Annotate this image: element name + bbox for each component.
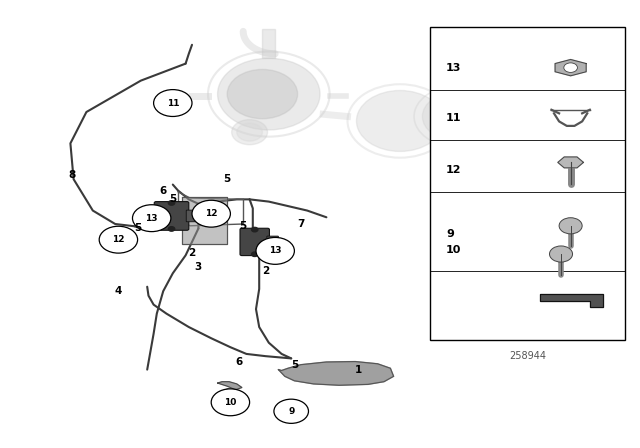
- Circle shape: [564, 63, 577, 73]
- Circle shape: [99, 226, 138, 253]
- Text: 6: 6: [159, 186, 167, 196]
- Text: 11: 11: [446, 113, 461, 123]
- Text: 5: 5: [223, 174, 231, 184]
- Polygon shape: [220, 389, 238, 398]
- Text: 9: 9: [446, 229, 454, 239]
- FancyBboxPatch shape: [154, 202, 189, 230]
- Text: 2: 2: [262, 266, 269, 276]
- Bar: [430, 27, 625, 340]
- Text: 5: 5: [134, 224, 141, 233]
- FancyBboxPatch shape: [240, 228, 269, 255]
- Polygon shape: [182, 197, 227, 244]
- Circle shape: [218, 58, 320, 130]
- Polygon shape: [262, 29, 275, 58]
- Circle shape: [211, 389, 250, 416]
- Circle shape: [132, 205, 171, 232]
- Circle shape: [559, 218, 582, 234]
- Text: 10: 10: [224, 398, 237, 407]
- Circle shape: [274, 399, 308, 423]
- Text: 13: 13: [446, 63, 461, 73]
- Circle shape: [252, 227, 258, 232]
- Text: 13: 13: [145, 214, 158, 223]
- Polygon shape: [540, 294, 603, 307]
- Circle shape: [256, 237, 294, 264]
- Text: 3: 3: [195, 262, 202, 271]
- Text: 12: 12: [112, 235, 125, 244]
- Circle shape: [232, 120, 268, 145]
- Text: 4: 4: [115, 286, 122, 296]
- Circle shape: [237, 123, 262, 141]
- Text: 5: 5: [239, 221, 247, 231]
- Polygon shape: [278, 362, 394, 385]
- Circle shape: [227, 69, 298, 119]
- Text: 5: 5: [291, 360, 298, 370]
- Circle shape: [356, 90, 444, 151]
- Circle shape: [550, 246, 573, 262]
- Circle shape: [168, 227, 175, 231]
- Text: 12: 12: [205, 209, 218, 218]
- Circle shape: [422, 92, 493, 141]
- Text: 11: 11: [166, 99, 179, 108]
- FancyBboxPatch shape: [186, 210, 198, 222]
- Text: 13: 13: [269, 246, 282, 255]
- FancyBboxPatch shape: [267, 236, 278, 248]
- Polygon shape: [218, 382, 242, 390]
- Circle shape: [154, 90, 192, 116]
- Text: 10: 10: [446, 245, 461, 254]
- Text: 2: 2: [188, 248, 196, 258]
- Circle shape: [252, 252, 258, 256]
- Text: 5: 5: [169, 194, 177, 204]
- Polygon shape: [555, 60, 586, 76]
- Text: 7: 7: [297, 219, 305, 229]
- Text: 9: 9: [288, 407, 294, 416]
- Text: 12: 12: [446, 164, 461, 175]
- Circle shape: [168, 201, 175, 205]
- Text: 6: 6: [235, 357, 243, 366]
- Text: 258944: 258944: [509, 351, 546, 361]
- Polygon shape: [558, 157, 584, 168]
- Text: 1: 1: [355, 365, 362, 375]
- Circle shape: [192, 200, 230, 227]
- Text: 8: 8: [68, 170, 76, 180]
